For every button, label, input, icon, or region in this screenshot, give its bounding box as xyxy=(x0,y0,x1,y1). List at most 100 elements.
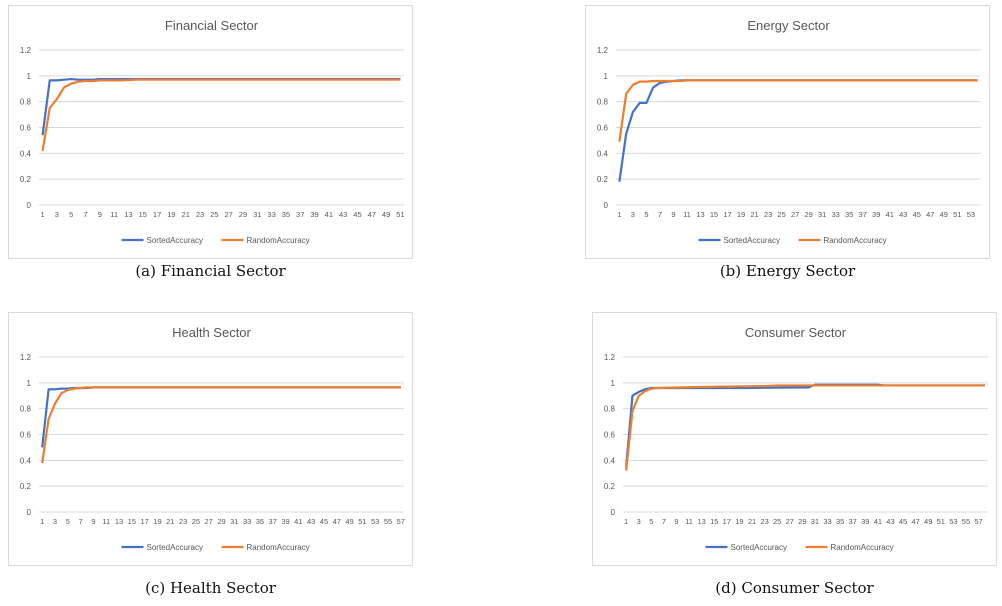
x-tick-label: 1 xyxy=(617,210,621,219)
y-tick-label: 0.6 xyxy=(20,124,32,133)
x-tick-label: 49 xyxy=(345,517,353,526)
legend-label: RandomAccuracy xyxy=(831,543,894,552)
series-line-RandomAccuracy xyxy=(41,386,401,464)
y-tick-label: 0.4 xyxy=(20,456,32,465)
y-tick-label: 0.4 xyxy=(604,456,616,465)
x-tick-label: 57 xyxy=(974,517,982,526)
x-tick-label: 27 xyxy=(205,517,213,526)
x-tick-label: 21 xyxy=(750,210,758,219)
x-tick-label: 27 xyxy=(224,210,232,219)
series-line-SortedAccuracy xyxy=(41,386,401,448)
x-tick-label: 35 xyxy=(845,210,853,219)
x-tick-label: 19 xyxy=(167,210,175,219)
x-tick-label: 35 xyxy=(836,517,844,526)
series-line-RandomAccuracy xyxy=(618,79,978,142)
x-tick-label: 51 xyxy=(953,210,961,219)
y-tick-label: 0.8 xyxy=(597,98,609,107)
x-tick-label: 13 xyxy=(115,517,123,526)
y-tick-label: 0.2 xyxy=(597,175,609,184)
y-tick-label: 1 xyxy=(611,379,616,388)
x-tick-label: 11 xyxy=(685,517,693,526)
y-tick-label: 1 xyxy=(27,72,32,81)
y-tick-label: 0.4 xyxy=(20,149,32,158)
x-tick-label: 55 xyxy=(962,517,970,526)
series-line-RandomAccuracy xyxy=(41,78,401,151)
chart-energy: Energy Sector 0 0.2 0.4 0.6 0.8 1 1.2 1 3 5 7 9 11 13 1… xyxy=(585,5,990,259)
legend-label: RandomAccuracy xyxy=(247,543,310,552)
x-tick-label: 29 xyxy=(239,210,247,219)
x-tick-label: 19 xyxy=(153,517,161,526)
x-tick-label: 13 xyxy=(124,210,132,219)
x-tick-label: 29 xyxy=(804,210,812,219)
y-tick-label: 1 xyxy=(27,379,32,388)
x-tick-label: 49 xyxy=(940,210,948,219)
x-tick-label: 25 xyxy=(210,210,218,219)
x-tick-label: 53 xyxy=(967,210,975,219)
x-tick-label: 17 xyxy=(723,517,731,526)
panel-health: Health Sector 0 0.2 0.4 0.6 0.8 1 1.2 1 3 5 7 9 11 13 1… xyxy=(8,312,413,602)
x-tick-label: 31 xyxy=(253,210,261,219)
y-tick-label: 1.2 xyxy=(20,46,32,55)
x-tick-label: 43 xyxy=(899,210,907,219)
x-tick-label: 11 xyxy=(102,517,110,526)
x-tick-label: 25 xyxy=(777,210,785,219)
x-tick-label: 23 xyxy=(179,517,187,526)
y-tick-label: 0.2 xyxy=(604,482,616,491)
x-tick-label: 47 xyxy=(911,517,919,526)
y-tick-label: 0 xyxy=(611,508,616,517)
x-tick-label: 7 xyxy=(83,210,87,219)
x-tick-label: 53 xyxy=(949,517,957,526)
panel-energy: Energy Sector 0 0.2 0.4 0.6 0.8 1 1.2 1 3 5 7 9 11 13 1… xyxy=(585,5,990,285)
x-tick-label: 41 xyxy=(886,210,894,219)
x-tick-label: 21 xyxy=(748,517,756,526)
x-tick-label: 33 xyxy=(243,517,251,526)
y-tick-label: 0.8 xyxy=(20,405,32,414)
x-tick-label: 31 xyxy=(818,210,826,219)
x-tick-label: 47 xyxy=(333,517,341,526)
x-tick-label: 25 xyxy=(773,517,781,526)
x-tick-label: 17 xyxy=(140,517,148,526)
x-tick-label: 41 xyxy=(874,517,882,526)
y-tick-label: 0.4 xyxy=(597,149,609,158)
y-tick-label: 0 xyxy=(604,201,609,210)
legend-label: SortedAccuracy xyxy=(147,543,203,552)
x-tick-label: 43 xyxy=(886,517,894,526)
y-tick-label: 0 xyxy=(27,201,32,210)
x-tick-label: 39 xyxy=(281,517,289,526)
legend-label: RandomAccuracy xyxy=(247,236,310,245)
chart-financial: Financial Sector 0 0.2 0.4 0.6 0.8 1 1.2 1 3 5 7 9 11… xyxy=(8,5,413,259)
x-tick-label: 19 xyxy=(737,210,745,219)
x-tick-label: 43 xyxy=(307,517,315,526)
x-tick-label: 35 xyxy=(256,517,264,526)
x-tick-label: 27 xyxy=(786,517,794,526)
y-tick-label: 1.2 xyxy=(20,353,32,362)
x-tick-label: 33 xyxy=(832,210,840,219)
x-tick-label: 41 xyxy=(294,517,302,526)
x-tick-label: 17 xyxy=(153,210,161,219)
y-tick-label: 0.6 xyxy=(20,431,32,440)
x-tick-label: 39 xyxy=(872,210,880,219)
x-tick-label: 23 xyxy=(196,210,204,219)
x-tick-label: 9 xyxy=(674,517,678,526)
y-tick-label: 0.2 xyxy=(20,175,32,184)
x-tick-label: 29 xyxy=(217,517,225,526)
caption-consumer: (d) Consumer Sector xyxy=(715,579,874,597)
x-tick-label: 43 xyxy=(339,210,347,219)
x-tick-label: 5 xyxy=(69,210,73,219)
series-line-SortedAccuracy xyxy=(41,77,401,136)
x-tick-label: 39 xyxy=(861,517,869,526)
x-tick-label: 49 xyxy=(924,517,932,526)
x-tick-label: 19 xyxy=(735,517,743,526)
x-tick-label: 3 xyxy=(631,210,635,219)
series-line-RandomAccuracy xyxy=(625,384,985,471)
panel-consumer: Consumer Sector 0 0.2 0.4 0.6 0.8 1 1.2 1 3 5 7 9 11 1… xyxy=(592,312,997,602)
caption-energy: (b) Energy Sector xyxy=(719,262,856,280)
series-line-SortedAccuracy xyxy=(625,383,985,467)
series-line-SortedAccuracy xyxy=(618,79,978,182)
x-tick-label: 9 xyxy=(98,210,102,219)
y-tick-label: 1.2 xyxy=(597,46,609,55)
x-tick-label: 3 xyxy=(53,517,57,526)
x-tick-label: 1 xyxy=(40,517,44,526)
